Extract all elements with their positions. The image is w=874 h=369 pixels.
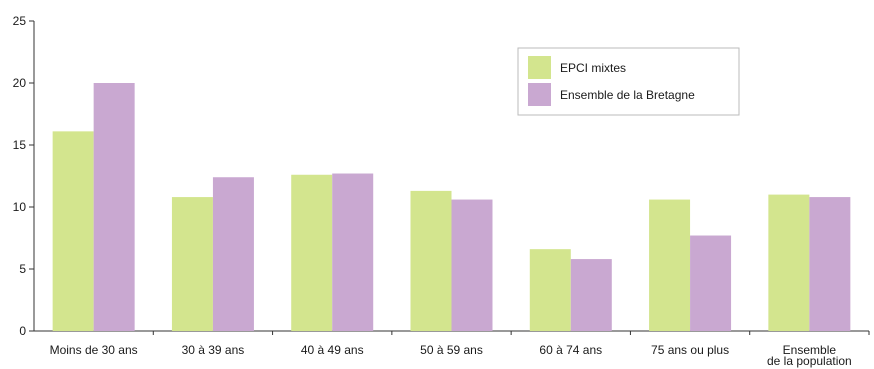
category-label: 75 ans ou plus <box>651 343 729 357</box>
bar-ensemble-bretagne <box>809 197 851 331</box>
bar-epci-mixtes <box>649 199 691 331</box>
category-label: 40 à 49 ans <box>301 343 364 357</box>
bar-ensemble-bretagne <box>570 259 612 331</box>
y-tick-label: 5 <box>19 262 26 276</box>
y-tick-label: 0 <box>19 324 26 338</box>
y-tick-label: 25 <box>13 14 27 28</box>
bar-epci-mixtes <box>410 190 452 331</box>
bar-epci-mixtes <box>529 249 571 331</box>
legend-label: EPCI mixtes <box>560 61 626 75</box>
y-tick-label: 10 <box>13 200 27 214</box>
legend-label: Ensemble de la Bretagne <box>560 88 695 102</box>
bar-ensemble-bretagne <box>690 235 732 331</box>
legend-swatch <box>528 56 551 79</box>
category-label: Moins de 30 ans <box>50 343 138 357</box>
bar-epci-mixtes <box>171 197 213 331</box>
bar-epci-mixtes <box>52 131 94 331</box>
category-label: de la population <box>767 354 852 368</box>
y-tick-label: 20 <box>13 76 27 90</box>
category-label: Ensemble <box>783 343 837 357</box>
bars <box>52 83 851 331</box>
bar-ensemble-bretagne <box>451 199 493 331</box>
category-labels: Moins de 30 ans 30 à 39 ans 40 à 49 ans 50 … <box>50 343 852 368</box>
legend: EPCI mixtes Ensemble de la Bretagne <box>517 47 740 116</box>
legend-swatch <box>528 83 551 106</box>
bar-ensemble-bretagne <box>93 83 135 331</box>
category-label: 50 à 59 ans <box>420 343 483 357</box>
category-label: 30 à 39 ans <box>182 343 245 357</box>
category-label: 60 à 74 ans <box>539 343 602 357</box>
bar-ensemble-bretagne <box>332 173 374 331</box>
bar-ensemble-bretagne <box>212 177 254 331</box>
bar-epci-mixtes <box>291 174 333 331</box>
y-tick-label: 15 <box>13 138 27 152</box>
legend-box <box>517 47 740 116</box>
bar-epci-mixtes <box>768 194 810 331</box>
